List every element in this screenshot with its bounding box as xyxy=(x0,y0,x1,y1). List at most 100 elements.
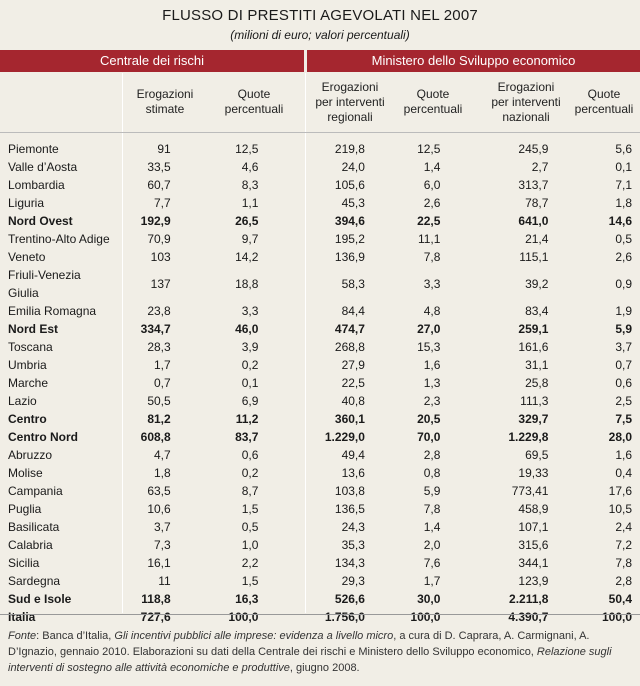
table-row: Veneto 103 14,2 136,9 7,8 115,1 2,6 xyxy=(0,248,640,266)
region-name: Liguria xyxy=(8,196,45,210)
cell-value: 1,1 xyxy=(241,196,259,210)
cell-value: 7,8 xyxy=(615,556,632,570)
table-row: Valle d’Aosta 33,5 4,6 24,0 1,4 2,7 0,1 xyxy=(0,158,640,176)
cell-value: 526,6 xyxy=(334,592,365,606)
cell-value: 23,8 xyxy=(147,304,171,318)
cell-value: 5,9 xyxy=(423,484,441,498)
cell-value: 3,3 xyxy=(423,277,441,291)
cell-value: 641,0 xyxy=(518,214,549,228)
cell-value: 6,0 xyxy=(423,178,441,192)
cell-value: 360,1 xyxy=(334,412,365,426)
cell-value: 69,5 xyxy=(525,448,549,462)
region-name: Centro xyxy=(8,412,47,426)
cell-value: 0,2 xyxy=(241,466,259,480)
table-row: Basilicata 3,7 0,5 24,3 1,4 107,1 2,4 xyxy=(0,518,640,536)
cell-value: 35,3 xyxy=(341,538,365,552)
cell-value: 1,7 xyxy=(153,358,171,372)
cell-value: 11,1 xyxy=(417,232,441,246)
cell-value: 14,2 xyxy=(235,250,259,264)
cell-value: 18,8 xyxy=(235,277,259,291)
cell-value: 394,6 xyxy=(334,214,365,228)
cell-value: 29,3 xyxy=(341,574,365,588)
cell-value: 313,7 xyxy=(518,178,549,192)
cell-value: 4,7 xyxy=(153,448,171,462)
cell-value: 13,6 xyxy=(341,466,365,480)
table-row: Toscana 28,3 3,9 268,8 15,3 161,6 3,7 xyxy=(0,338,640,356)
cell-value: 7,5 xyxy=(615,412,632,426)
cell-value: 474,7 xyxy=(334,322,365,336)
cell-value: 1,5 xyxy=(241,574,259,588)
cell-value: 103,8 xyxy=(334,484,365,498)
table-row: Sud e Isole 118,8 16,3 526,6 30,0 2.211,8 50,4 xyxy=(0,590,640,608)
table-row: Trentino-Alto Adige 70,9 9,7 195,2 11,1 21,4 0… xyxy=(0,230,640,248)
cell-value: 40,8 xyxy=(341,394,365,408)
column-header-quote-percentuali-3: Quote percentuali xyxy=(574,87,634,116)
table-row: Liguria 7,7 1,1 45,3 2,6 78,7 1,8 xyxy=(0,194,640,212)
cell-value: 58,3 xyxy=(341,277,365,291)
cell-value: 0,1 xyxy=(615,160,632,174)
cell-value: 7,8 xyxy=(423,502,441,516)
cell-value: 30,0 xyxy=(417,592,441,606)
cell-value: 136,5 xyxy=(334,502,365,516)
table-row: Friuli-Venezia Giulia 137 18,8 58,3 3,3 39,2 0… xyxy=(0,266,640,302)
cell-value: 22,5 xyxy=(417,214,441,228)
column-divider xyxy=(305,73,306,613)
cell-value: 5,6 xyxy=(615,142,632,156)
region-name: Puglia xyxy=(8,502,42,516)
table-row: Italia 727,6 100,0 1.756,0 100,0 4.390,7 100,0 xyxy=(0,608,640,626)
cell-value: 2,6 xyxy=(615,250,632,264)
column-divider xyxy=(122,73,123,613)
region-name: Centro Nord xyxy=(8,430,78,444)
region-name: Nord Ovest xyxy=(8,214,73,228)
cell-value: 2,6 xyxy=(423,196,441,210)
cell-value: 2,3 xyxy=(423,394,441,408)
cell-value: 2,8 xyxy=(615,574,632,588)
cell-value: 9,7 xyxy=(241,232,259,246)
cell-value: 4,6 xyxy=(241,160,259,174)
cell-value: 0,6 xyxy=(241,448,259,462)
cell-value: 2,7 xyxy=(531,160,549,174)
cell-value: 10,6 xyxy=(147,502,171,516)
table-row: Marche 0,7 0,1 22,5 1,3 25,8 0,6 xyxy=(0,374,640,392)
region-name: Piemonte xyxy=(8,142,59,156)
cell-value: 727,6 xyxy=(140,610,171,624)
cell-value: 1,0 xyxy=(241,538,259,552)
cell-value: 3,3 xyxy=(241,304,259,318)
cell-value: 17,6 xyxy=(608,484,632,498)
table-title: FLUSSO DI PRESTITI AGEVOLATI NEL 2007 xyxy=(162,7,478,24)
cell-value: 11,2 xyxy=(235,412,259,426)
cell-value: 7,8 xyxy=(423,250,441,264)
region-name: Calabria xyxy=(8,538,53,552)
cell-value: 1,8 xyxy=(615,196,632,210)
table-row: Calabria 7,3 1,0 35,3 2,0 315,6 7,2 xyxy=(0,536,640,554)
cell-value: 7,3 xyxy=(153,538,171,552)
cell-value: 0,5 xyxy=(615,232,632,246)
cell-value: 1.756,0 xyxy=(324,610,365,624)
cell-value: 1,8 xyxy=(153,466,171,480)
cell-value: 12,5 xyxy=(417,142,441,156)
region-name: Sicilia xyxy=(8,556,40,570)
cell-value: 1,3 xyxy=(423,376,441,390)
cell-value: 63,5 xyxy=(147,484,171,498)
cell-value: 268,8 xyxy=(334,340,365,354)
cell-value: 11 xyxy=(158,574,171,588)
cell-value: 0,7 xyxy=(153,376,171,390)
group-header-ministero: Ministero dello Sviluppo economico xyxy=(307,50,640,72)
cell-value: 100,0 xyxy=(601,610,632,624)
cell-value: 27,0 xyxy=(417,322,441,336)
cell-value: 103 xyxy=(150,250,171,264)
table-row: Lazio 50,5 6,9 40,8 2,3 111,3 2,5 xyxy=(0,392,640,410)
cell-value: 16,1 xyxy=(147,556,171,570)
table-row: Nord Est 334,7 46,0 474,7 27,0 259,1 5,9 xyxy=(0,320,640,338)
footnote-work-title: Gli incentivi pubblici alle imprese: evi… xyxy=(114,630,394,642)
cell-value: 0,4 xyxy=(615,466,632,480)
cell-value: 28,3 xyxy=(147,340,171,354)
cell-value: 25,8 xyxy=(525,376,549,390)
region-name: Veneto xyxy=(8,250,46,264)
data-table: Piemonte 91 12,5 219,8 12,5 245,9 5,6 Valle d’A… xyxy=(0,140,640,626)
cell-value: 70,9 xyxy=(147,232,171,246)
cell-value: 0,5 xyxy=(241,520,259,534)
cell-value: 245,9 xyxy=(518,142,549,156)
region-name: Lombardia xyxy=(8,178,65,192)
cell-value: 8,3 xyxy=(241,178,259,192)
